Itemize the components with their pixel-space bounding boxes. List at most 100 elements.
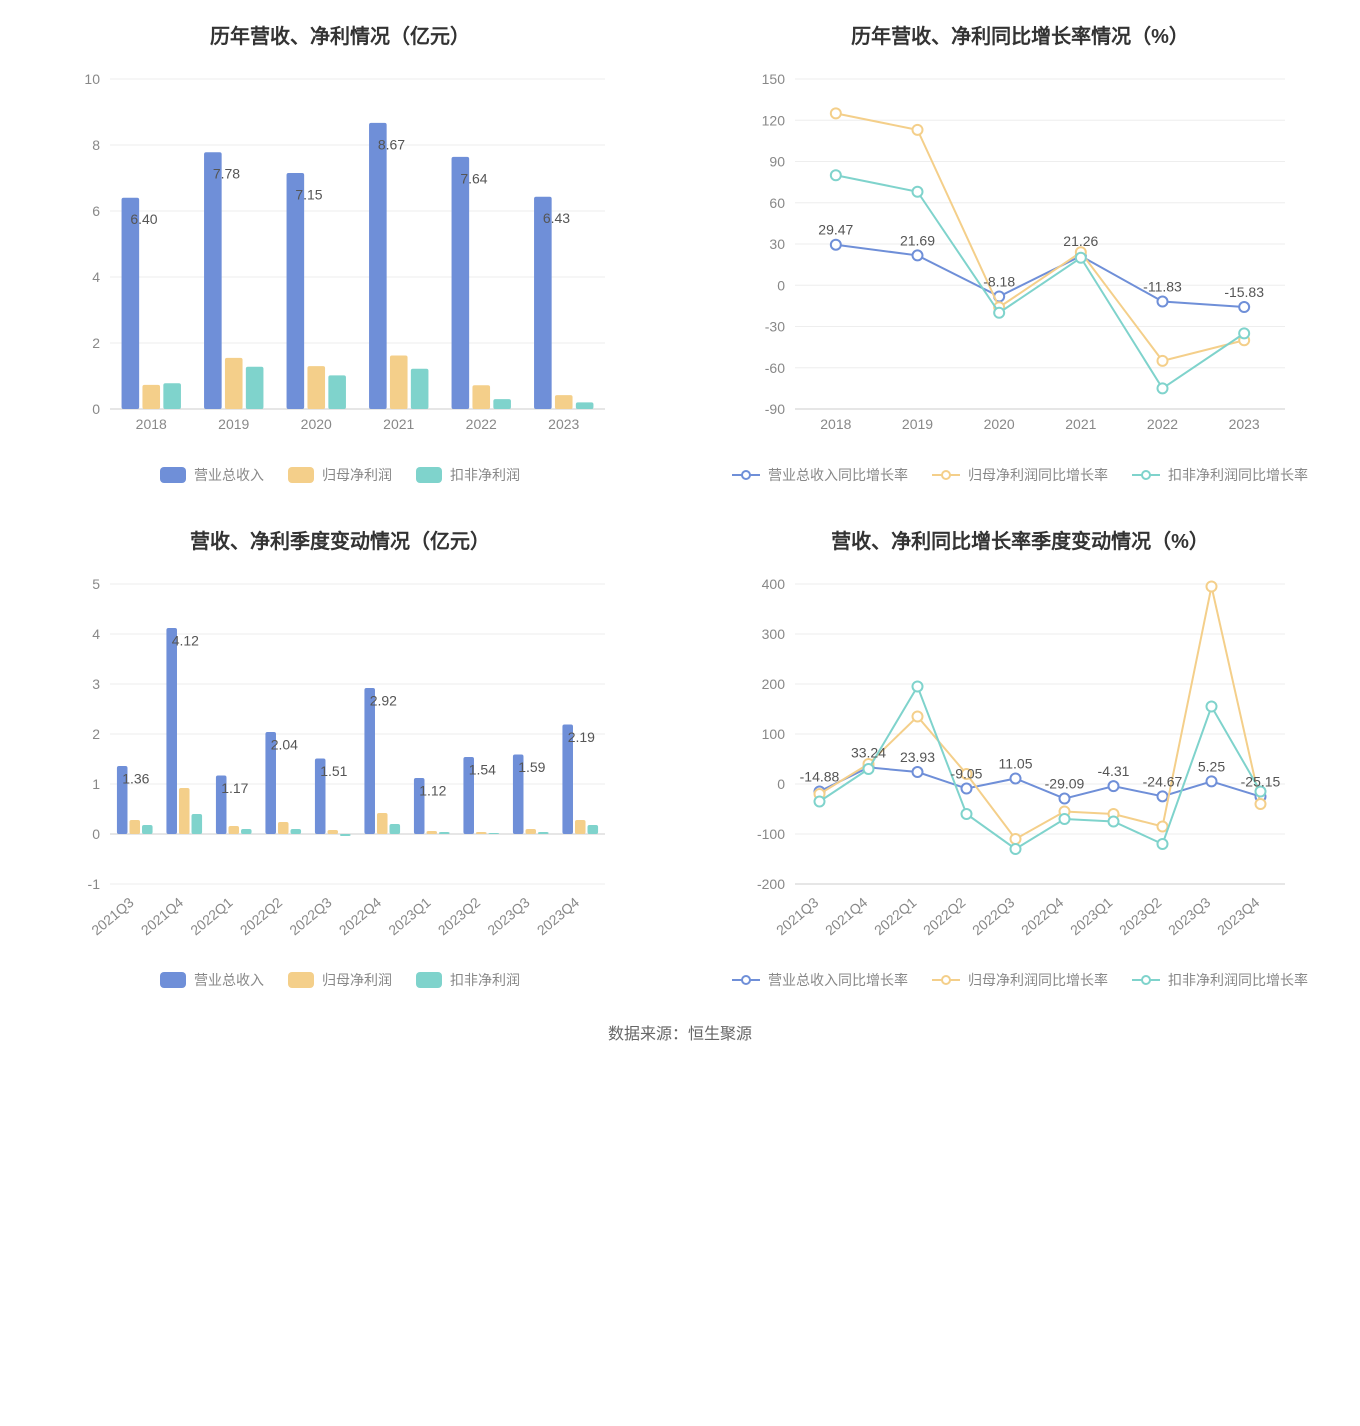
svg-text:2020: 2020 [984,416,1015,432]
legend-item: 归母净利润 [288,970,392,990]
svg-text:2023Q1: 2023Q1 [1067,894,1116,938]
legend-label: 扣非净利润 [450,465,520,485]
svg-text:-11.83: -11.83 [1143,279,1182,295]
svg-text:2022Q2: 2022Q2 [237,894,286,938]
data-source-footer: 数据来源：恒生聚源 [20,1020,1340,1044]
svg-text:-14.88: -14.88 [800,768,840,784]
svg-text:21.69: 21.69 [900,232,935,248]
svg-text:2022: 2022 [1147,416,1178,432]
svg-text:2023Q4: 2023Q4 [1214,894,1263,938]
svg-text:-29.09: -29.09 [1045,776,1085,792]
svg-text:-1: -1 [88,876,101,892]
svg-text:2023Q3: 2023Q3 [1165,894,1214,938]
legend-swatch [1132,973,1160,987]
svg-text:100: 100 [762,726,786,742]
svg-text:60: 60 [769,195,785,211]
chart-svg-slot: -90-60-300306090120150201820192020202120… [740,69,1300,449]
svg-text:21.26: 21.26 [1063,233,1098,249]
svg-text:2022Q3: 2022Q3 [969,894,1018,938]
svg-text:2018: 2018 [820,416,851,432]
legend-item: 扣非净利润同比增长率 [1132,465,1308,485]
legend-label: 营业总收入 [194,465,264,485]
chart-panel-3: 营收、净利季度变动情况（亿元） -10123452021Q32021Q42022… [20,515,660,990]
legend-item: 归母净利润 [288,465,392,485]
svg-text:7.64: 7.64 [460,170,487,186]
svg-text:300: 300 [762,626,786,642]
svg-text:23.93: 23.93 [900,749,935,765]
svg-text:1.59: 1.59 [518,759,545,775]
legend-label: 扣非净利润同比增长率 [1168,465,1308,485]
svg-text:2022Q2: 2022Q2 [920,894,969,938]
chart-legend: 营业总收入归母净利润扣非净利润 [160,970,520,990]
svg-text:11.05: 11.05 [999,755,1033,771]
svg-text:2022Q1: 2022Q1 [871,894,920,938]
chart-title: 营收、净利同比增长率季度变动情况（%） [831,525,1209,554]
svg-text:120: 120 [762,112,786,128]
svg-text:2023Q4: 2023Q4 [534,894,583,938]
svg-text:-9.05: -9.05 [951,766,983,782]
svg-text:2023Q1: 2023Q1 [385,894,434,938]
legend-label: 营业总收入 [194,970,264,990]
svg-text:1.12: 1.12 [419,783,446,799]
svg-text:2022Q1: 2022Q1 [187,894,236,938]
chart-title: 历年营收、净利情况（亿元） [210,20,470,49]
legend-label: 营业总收入同比增长率 [768,465,908,485]
chart-legend: 营业总收入同比增长率 归母净利润同比增长率 扣非净利润同比增长率 [732,465,1308,485]
svg-text:400: 400 [762,576,786,592]
svg-text:8.67: 8.67 [378,136,405,152]
svg-text:10: 10 [84,71,100,87]
svg-text:1.17: 1.17 [221,780,248,796]
chart-legend: 营业总收入同比增长率 归母净利润同比增长率 扣非净利润同比增长率 [732,970,1308,990]
legend-swatch [1132,468,1160,482]
svg-text:-100: -100 [757,826,785,842]
svg-text:2023Q3: 2023Q3 [484,894,533,938]
chart-grid: 历年营收、净利情况（亿元） 0 2 4 6 8 10 2018 2019 2020 2021 202… [20,10,1340,990]
chart-title: 营收、净利季度变动情况（亿元） [190,525,490,554]
legend-swatch [416,467,442,483]
svg-text:2021Q4: 2021Q4 [138,894,187,938]
legend-item: 归母净利润同比增长率 [932,465,1108,485]
legend-item: 营业总收入同比增长率 [732,970,908,990]
chart-title: 历年营收、净利同比增长率情况（%） [851,20,1189,49]
svg-text:6.40: 6.40 [130,211,157,227]
svg-text:2: 2 [92,335,100,351]
svg-text:4: 4 [92,626,100,642]
svg-text:2021Q4: 2021Q4 [822,894,871,938]
legend-label: 归母净利润 [322,970,392,990]
svg-text:2022Q4: 2022Q4 [336,894,385,938]
svg-text:2.04: 2.04 [271,737,298,753]
legend-item: 归母净利润同比增长率 [932,970,1108,990]
svg-text:6.43: 6.43 [543,210,570,226]
svg-text:-24.67: -24.67 [1143,773,1183,789]
svg-text:90: 90 [769,154,785,170]
legend-item: 营业总收入同比增长率 [732,465,908,485]
svg-text:5.25: 5.25 [1198,758,1225,774]
svg-text:1.36: 1.36 [122,771,149,787]
svg-text:4: 4 [92,269,100,285]
legend-label: 归母净利润 [322,465,392,485]
svg-text:0: 0 [777,277,785,293]
svg-text:2023Q2: 2023Q2 [1116,894,1165,938]
legend-swatch [416,972,442,988]
svg-text:1.51: 1.51 [320,763,347,779]
chart-panel-4: 营收、净利同比增长率季度变动情况（%） -200-100010020030040… [700,515,1340,990]
legend-swatch [160,467,186,483]
legend-label: 扣非净利润同比增长率 [1168,970,1308,990]
svg-text:-90: -90 [765,401,785,417]
chart-panel-2: 历年营收、净利同比增长率情况（%） -90-60-300306090120150… [700,10,1340,485]
svg-text:2023: 2023 [548,416,579,432]
svg-text:-8.18: -8.18 [983,273,1015,289]
svg-text:2.92: 2.92 [370,693,397,709]
svg-text:2022Q4: 2022Q4 [1018,894,1067,938]
svg-text:2021: 2021 [1065,416,1096,432]
chart-panel-1: 历年营收、净利情况（亿元） 02468102018201920202021202… [20,10,660,485]
svg-text:2018: 2018 [136,416,167,432]
svg-text:6: 6 [92,203,100,219]
legend-item: 扣非净利润同比增长率 [1132,970,1308,990]
svg-text:-4.31: -4.31 [1098,763,1130,779]
svg-text:2022: 2022 [466,416,497,432]
svg-text:2019: 2019 [902,416,933,432]
legend-label: 归母净利润同比增长率 [968,465,1108,485]
svg-text:8: 8 [92,137,100,153]
svg-text:0: 0 [92,826,100,842]
